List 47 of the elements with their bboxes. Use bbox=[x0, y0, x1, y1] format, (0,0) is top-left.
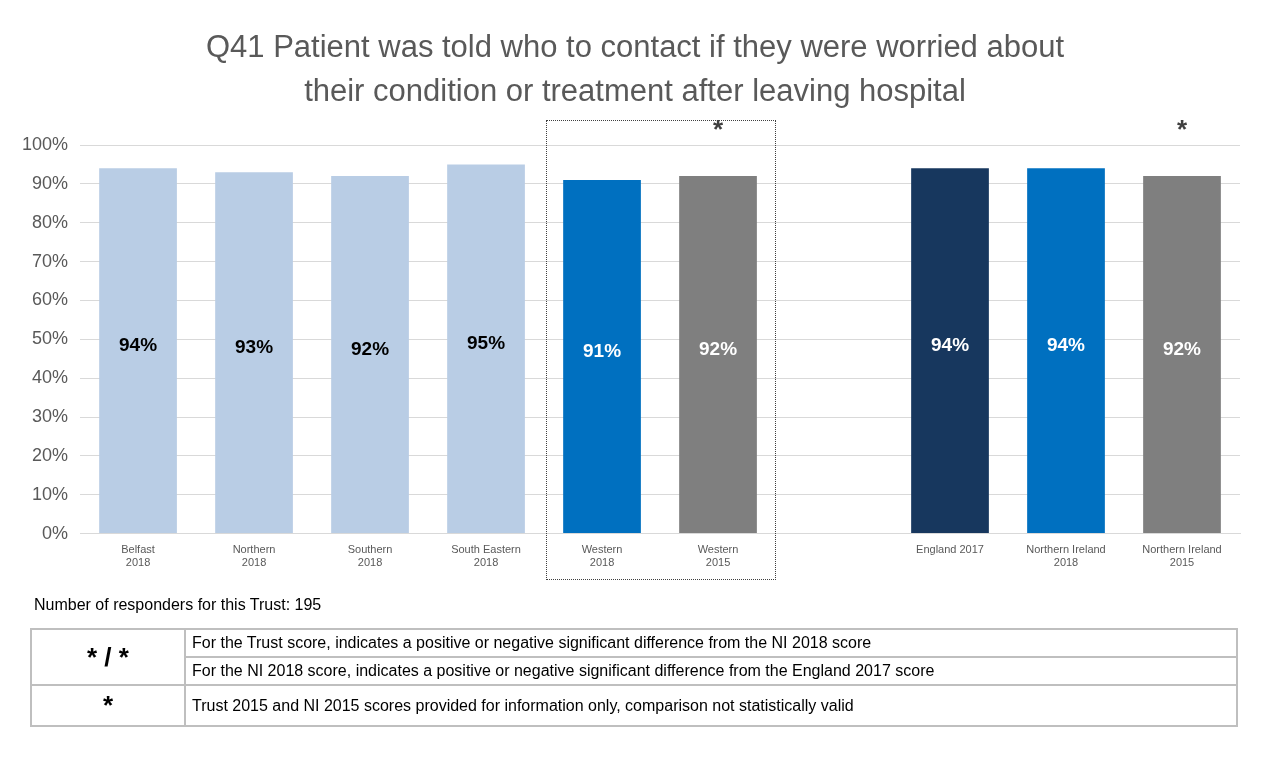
data-label: 93% bbox=[235, 336, 274, 358]
data-label: 94% bbox=[930, 334, 970, 356]
x-tick-label: Northern Ireland 2018 bbox=[1026, 543, 1106, 569]
bar bbox=[331, 176, 409, 534]
text: For the Trust score, indicates a positive or negative significant difference from the NI 2018 score bbox=[185, 629, 1237, 657]
x-tick-label: England 2017 bbox=[916, 543, 984, 556]
data-label: 91% bbox=[583, 340, 622, 362]
bar bbox=[99, 168, 177, 534]
text: Trust 2015 and NI 2015 scores provided for information only, comparison not statistically valid bbox=[185, 685, 1237, 726]
bar bbox=[1027, 168, 1105, 534]
x-tick-label: Southern 2018 bbox=[347, 543, 393, 569]
data-label: 92% bbox=[1162, 338, 1202, 360]
bar bbox=[911, 168, 989, 534]
text: * bbox=[712, 114, 724, 145]
x-tick-label: Northern Ireland 2015 bbox=[1142, 543, 1222, 569]
x-tick-label: Western 2018 bbox=[581, 543, 623, 569]
text: For the NI 2018 score, indicates a positive or negative significant difference from the England 2017 score bbox=[185, 657, 1237, 685]
data-label: 92% bbox=[351, 338, 390, 360]
bar bbox=[447, 164, 525, 534]
bar bbox=[679, 176, 757, 534]
y-tick-label: 40% bbox=[32, 367, 69, 388]
y-tick-label: 70% bbox=[32, 250, 69, 271]
y-tick-label: 30% bbox=[32, 405, 69, 426]
text: Number of responders for this Trust: 195 bbox=[34, 596, 322, 614]
x-tick-label: South Eastern 2018 bbox=[451, 543, 521, 569]
chart-title: Q41 Patient was told who to contact if they were worried about their condition or treatment after leaving hospital bbox=[204, 28, 1066, 110]
data-label: 92% bbox=[699, 338, 738, 360]
y-tick-label: 10% bbox=[32, 483, 69, 504]
y-tick-label: 60% bbox=[32, 289, 69, 310]
text: * / * bbox=[31, 629, 185, 685]
data-label: 95% bbox=[467, 332, 506, 354]
y-tick-label: 100% bbox=[21, 133, 69, 154]
bar bbox=[563, 179, 641, 534]
y-tick-label: 80% bbox=[32, 211, 69, 232]
y-tick-label: 50% bbox=[32, 328, 69, 349]
bar bbox=[215, 172, 293, 534]
bar bbox=[1143, 176, 1221, 534]
y-tick-label: 0% bbox=[42, 522, 69, 543]
x-tick-label: Northern 2018 bbox=[232, 543, 276, 569]
text: * bbox=[1176, 114, 1188, 145]
x-tick-label: Belfast 2018 bbox=[121, 543, 155, 569]
text: * bbox=[31, 685, 185, 726]
y-tick-label: 90% bbox=[32, 172, 69, 193]
data-label: 94% bbox=[1046, 334, 1086, 356]
y-tick-label: 20% bbox=[32, 444, 69, 465]
data-label: 94% bbox=[119, 334, 158, 356]
x-tick-label: Western 2015 bbox=[697, 543, 739, 569]
